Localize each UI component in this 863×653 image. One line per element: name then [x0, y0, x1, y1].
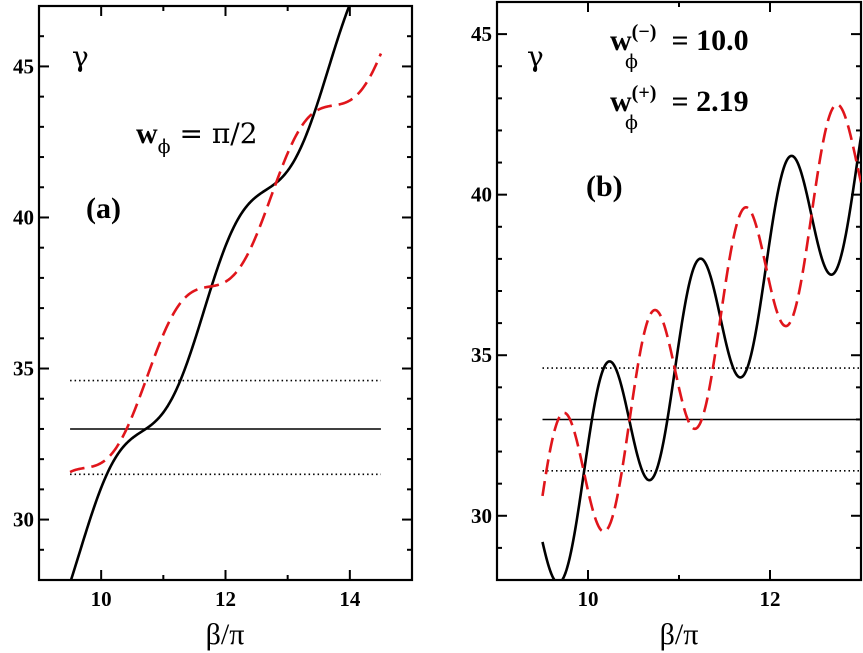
- panel-a-param-value: = π/2: [171, 117, 258, 150]
- y-tick-label: 30: [13, 508, 34, 532]
- y-tick-label: 45: [471, 22, 492, 46]
- y-tick-label: 40: [471, 183, 492, 207]
- x-tick-label: 10: [578, 587, 599, 611]
- x-tick-label: 12: [215, 587, 236, 611]
- panel-a-param-annotation: wϕ = π/2: [136, 117, 258, 158]
- panel-b-xlabel: β/π: [660, 618, 699, 651]
- y-tick-label: 30: [471, 504, 492, 528]
- panel-b-param-minus-sub: ϕ: [625, 51, 638, 73]
- panel-b-param-minus-w: w: [610, 24, 632, 57]
- panel-b-param-plus-w: w: [610, 85, 632, 118]
- panel-b-param-plus-value: = 2.19: [664, 85, 749, 118]
- y-tick-label: 35: [471, 343, 492, 367]
- x-tick-label: 12: [760, 587, 781, 611]
- panel-a-param-sub: ϕ: [158, 136, 171, 158]
- y-tick-label: 40: [13, 205, 34, 229]
- panel-b-param-minus: w(−) ϕ = 10.0: [610, 21, 749, 73]
- y-tick-label: 35: [13, 357, 34, 381]
- panel-a: 10 12 14 30 35 40 45 γ (a) wϕ = π/2 β/π: [13, 4, 414, 651]
- series-solid-black: [69, 6, 351, 580]
- panel-b-ylabel: γ: [527, 40, 544, 73]
- panel-b-param-plus: w(+) ϕ = 2.19: [610, 82, 749, 134]
- x-tick-label: 10: [91, 587, 112, 611]
- x-tick-label: 14: [339, 587, 361, 611]
- series-dashed-red: [69, 53, 383, 474]
- panel-a-ylabel: γ: [72, 40, 89, 73]
- panel-a-frame: [37, 4, 414, 582]
- panel-b-param-plus-sup: (+): [632, 82, 657, 104]
- panel-a-xlabel: β/π: [206, 618, 245, 651]
- panel-b-label: (b): [586, 170, 623, 203]
- y-tick-label: 45: [13, 54, 34, 78]
- panel-b-param-minus-sup: (−): [632, 21, 657, 43]
- panel-b-param-minus-value: = 10.0: [664, 24, 749, 57]
- series-dashed-red: [541, 103, 861, 533]
- panel-a-label: (a): [86, 192, 121, 225]
- panel-b-param-plus-sub: ϕ: [625, 112, 638, 134]
- panel-a-param-w: w: [136, 117, 158, 150]
- series-solid-black: [541, 136, 861, 580]
